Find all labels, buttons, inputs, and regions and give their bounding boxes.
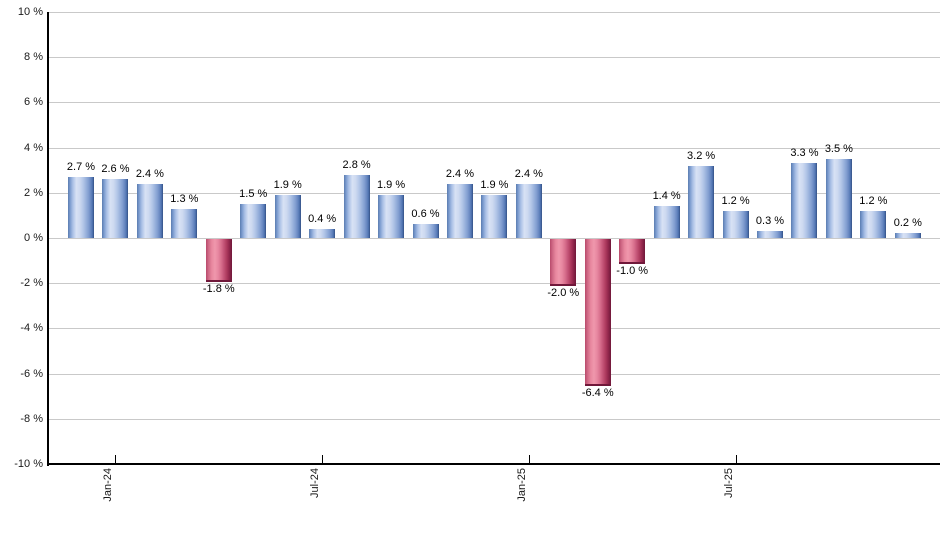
y-axis-tick-label: -8 % xyxy=(20,412,43,425)
bar-value-label: 0.2 % xyxy=(893,217,922,230)
bar[interactable] xyxy=(515,183,542,238)
x-axis-line xyxy=(48,463,940,465)
bar-value-label: 2.4 % xyxy=(445,167,474,180)
bar-value-label: 0.3 % xyxy=(755,215,785,228)
x-axis-tick-label: Jan-24 xyxy=(102,468,115,502)
x-axis-tick-label: Jul-24 xyxy=(309,468,322,498)
bar[interactable] xyxy=(894,233,921,238)
x-axis-tick xyxy=(735,455,737,463)
bar[interactable] xyxy=(722,210,749,238)
gridline xyxy=(48,283,940,285)
bar[interactable] xyxy=(757,231,783,238)
bar-value-label: -1.8 % xyxy=(202,282,235,295)
bar[interactable] xyxy=(688,165,715,238)
bar-value-label: 1.9 % xyxy=(480,179,509,192)
bar-value-label: 1.3 % xyxy=(170,192,199,205)
bar[interactable] xyxy=(412,224,439,238)
gridline xyxy=(48,147,940,149)
x-axis-tick-label: Jan-25 xyxy=(515,468,528,502)
y-axis-tick-label: 10 % xyxy=(17,6,43,18)
gridline xyxy=(48,102,940,104)
bar-value-label: 1.2 % xyxy=(721,194,750,207)
bar[interactable] xyxy=(171,208,198,238)
bar[interactable] xyxy=(550,239,577,287)
x-axis-tick xyxy=(115,455,117,463)
gridline xyxy=(48,238,940,239)
bar[interactable] xyxy=(619,239,646,264)
bar-value-label: 2.6 % xyxy=(101,163,130,176)
y-axis-tick-label: 8 % xyxy=(24,51,43,64)
y-axis-tick-label: 0 % xyxy=(24,232,43,244)
bar[interactable] xyxy=(791,163,818,238)
bar[interactable] xyxy=(240,204,267,238)
y-axis-tick-label: -2 % xyxy=(20,277,43,290)
bar[interactable] xyxy=(309,228,336,238)
bar-value-label: 3.5 % xyxy=(824,142,853,155)
bar[interactable] xyxy=(378,195,405,238)
bar[interactable] xyxy=(68,176,94,238)
y-axis-tick-label: 4 % xyxy=(24,141,43,154)
bar[interactable] xyxy=(274,195,301,238)
bar[interactable] xyxy=(102,179,129,238)
bar[interactable] xyxy=(584,239,611,386)
bar-value-label: 1.5 % xyxy=(239,188,268,201)
bar-value-label: 0.4 % xyxy=(308,212,337,225)
x-axis-tick xyxy=(528,455,530,463)
gridline xyxy=(48,192,940,194)
gridline xyxy=(48,57,940,59)
bar-value-label: 2.4 % xyxy=(135,167,164,180)
y-axis-tick-label: -6 % xyxy=(20,367,43,380)
bar[interactable] xyxy=(481,195,508,238)
bar[interactable] xyxy=(136,183,163,238)
bar-value-label: 1.9 % xyxy=(376,179,406,192)
bar-value-label: -6.4 % xyxy=(581,386,614,399)
bar[interactable] xyxy=(205,239,232,282)
gridline xyxy=(48,418,940,420)
bar-value-label: 2.7 % xyxy=(66,160,96,173)
bar[interactable] xyxy=(653,206,680,238)
bar-value-label: 3.3 % xyxy=(790,147,819,160)
bar-value-label: 3.2 % xyxy=(687,149,716,162)
bar-value-label: -1.0 % xyxy=(616,264,649,277)
bar[interactable] xyxy=(825,158,852,238)
bar-value-label: 0.6 % xyxy=(411,208,440,221)
bar-value-label: 2.4 % xyxy=(514,167,543,180)
y-axis-line xyxy=(47,12,49,466)
gridline xyxy=(48,373,940,375)
bar[interactable] xyxy=(446,183,473,238)
bar-value-label: 1.9 % xyxy=(273,179,302,192)
bar[interactable] xyxy=(860,210,887,238)
bar-value-label: 1.2 % xyxy=(859,194,888,207)
bar[interactable] xyxy=(343,174,370,238)
gridline xyxy=(48,328,940,330)
y-axis-tick-label: 2 % xyxy=(24,186,43,199)
x-axis-tick xyxy=(322,455,324,463)
x-axis-tick-label: Jul-25 xyxy=(722,468,735,498)
y-axis-tick-label: -4 % xyxy=(20,322,43,335)
y-axis-tick-label: 6 % xyxy=(24,96,43,109)
bar-value-label: -2.0 % xyxy=(547,287,580,300)
bar-value-label: 1.4 % xyxy=(652,190,681,203)
y-axis-tick-label: -10 % xyxy=(14,458,43,470)
bar-value-label: 2.8 % xyxy=(342,158,371,171)
gridline xyxy=(48,12,940,13)
